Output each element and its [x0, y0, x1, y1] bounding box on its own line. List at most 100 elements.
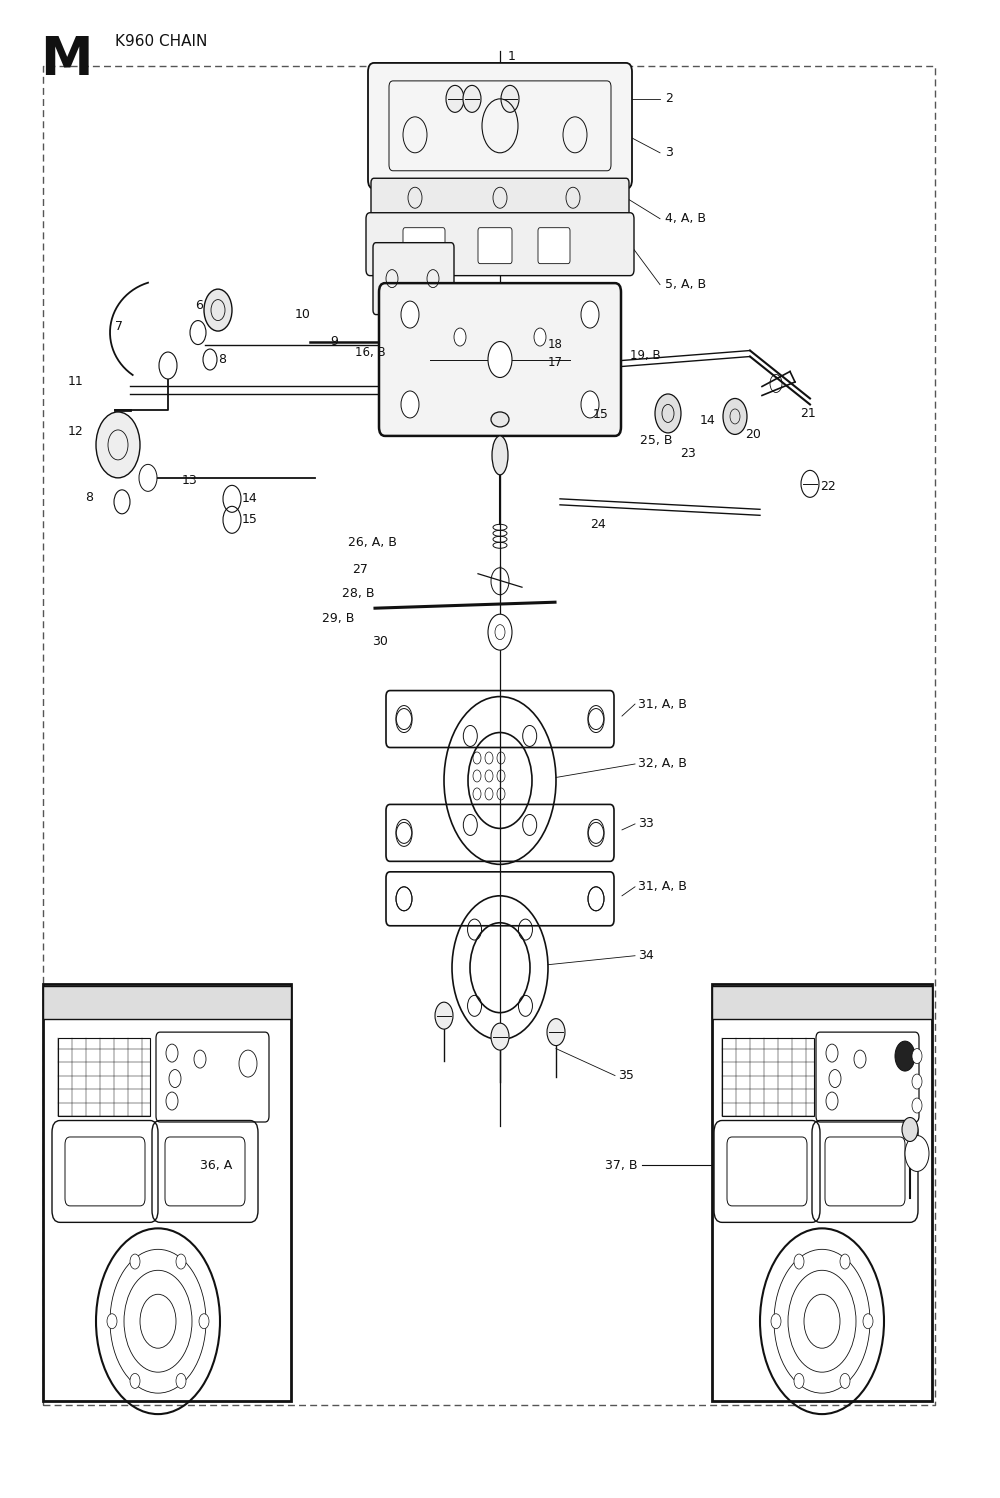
Circle shape: [204, 289, 232, 331]
Text: 32, A, B: 32, A, B: [638, 758, 687, 770]
Circle shape: [912, 1049, 922, 1064]
Text: M: M: [40, 34, 92, 87]
Circle shape: [491, 1023, 509, 1050]
FancyBboxPatch shape: [379, 283, 621, 436]
Circle shape: [199, 1314, 209, 1329]
Text: 20: 20: [745, 428, 761, 440]
Text: 16, B: 16, B: [355, 346, 386, 358]
Text: 15: 15: [593, 409, 609, 421]
Circle shape: [96, 412, 140, 478]
Circle shape: [130, 1374, 140, 1389]
Circle shape: [488, 614, 512, 650]
Text: 27: 27: [352, 563, 368, 575]
Text: 11: 11: [68, 376, 84, 388]
FancyBboxPatch shape: [538, 228, 570, 264]
Bar: [43, 984, 291, 1401]
Circle shape: [840, 1374, 850, 1389]
Text: 37, B: 37, B: [605, 1159, 638, 1171]
Circle shape: [801, 470, 819, 497]
Circle shape: [723, 398, 747, 434]
Circle shape: [902, 1118, 918, 1141]
Circle shape: [401, 391, 419, 418]
Text: 8: 8: [218, 354, 226, 366]
Text: 4, A, B: 4, A, B: [665, 213, 706, 225]
Circle shape: [203, 349, 217, 370]
Circle shape: [840, 1254, 850, 1269]
Bar: [722, 1038, 814, 1116]
Circle shape: [446, 85, 464, 112]
Bar: [712, 984, 932, 1401]
Text: 31, A, B: 31, A, B: [638, 698, 687, 710]
Text: 29, B: 29, B: [322, 613, 354, 625]
Text: 31, A, B: 31, A, B: [638, 881, 687, 893]
Text: 24: 24: [590, 518, 606, 530]
Circle shape: [463, 85, 481, 112]
Text: 26, A, B: 26, A, B: [348, 536, 397, 548]
Circle shape: [771, 1314, 781, 1329]
Circle shape: [581, 301, 599, 328]
Bar: [43, 986, 291, 1019]
Text: 22: 22: [820, 481, 836, 493]
Circle shape: [435, 1002, 453, 1029]
Text: 10: 10: [295, 309, 311, 321]
Circle shape: [488, 342, 512, 377]
FancyBboxPatch shape: [368, 63, 632, 189]
Text: 17: 17: [548, 357, 563, 369]
Text: 14: 14: [242, 493, 258, 505]
Circle shape: [547, 1019, 565, 1046]
Text: 13: 13: [182, 475, 198, 487]
Text: 1: 1: [508, 51, 516, 63]
Text: 30: 30: [372, 635, 388, 647]
Circle shape: [912, 1074, 922, 1089]
Circle shape: [454, 328, 466, 346]
Circle shape: [655, 394, 681, 433]
Circle shape: [159, 352, 177, 379]
Circle shape: [534, 328, 546, 346]
Circle shape: [114, 490, 130, 514]
Text: 8: 8: [85, 491, 93, 503]
Text: 19, B: 19, B: [630, 349, 661, 361]
Text: 35: 35: [618, 1070, 634, 1082]
Circle shape: [190, 321, 206, 345]
FancyBboxPatch shape: [366, 213, 634, 276]
Circle shape: [139, 464, 157, 491]
Bar: [58, 1038, 150, 1116]
Text: 33: 33: [638, 818, 654, 830]
FancyBboxPatch shape: [478, 228, 512, 264]
Text: 25, B: 25, B: [640, 434, 672, 446]
Circle shape: [794, 1254, 804, 1269]
Text: 7: 7: [115, 321, 123, 333]
Text: 3: 3: [665, 147, 673, 159]
Bar: [712, 986, 932, 1019]
FancyBboxPatch shape: [371, 178, 629, 217]
Text: 15: 15: [242, 514, 258, 526]
Circle shape: [176, 1374, 186, 1389]
Ellipse shape: [492, 436, 508, 475]
FancyBboxPatch shape: [403, 228, 445, 264]
Circle shape: [176, 1254, 186, 1269]
Circle shape: [912, 1098, 922, 1113]
Circle shape: [130, 1254, 140, 1269]
Text: 36, A: 36, A: [200, 1159, 232, 1171]
Circle shape: [107, 1314, 117, 1329]
Text: 14: 14: [700, 415, 716, 427]
Circle shape: [401, 301, 419, 328]
Text: 6: 6: [195, 300, 203, 312]
Text: 9: 9: [330, 336, 338, 348]
Text: K960 CHAIN: K960 CHAIN: [115, 34, 207, 49]
Text: 2: 2: [665, 93, 673, 105]
Text: 28, B: 28, B: [342, 587, 374, 599]
Circle shape: [863, 1314, 873, 1329]
Text: 21: 21: [800, 407, 816, 419]
Circle shape: [794, 1374, 804, 1389]
Circle shape: [905, 1135, 929, 1171]
Text: 18: 18: [548, 339, 563, 351]
Text: 23: 23: [680, 448, 696, 460]
Circle shape: [501, 85, 519, 112]
Circle shape: [895, 1041, 915, 1071]
Ellipse shape: [491, 412, 509, 427]
Circle shape: [581, 391, 599, 418]
Text: 34: 34: [638, 950, 654, 962]
FancyBboxPatch shape: [373, 243, 454, 315]
Text: 12: 12: [68, 425, 84, 437]
